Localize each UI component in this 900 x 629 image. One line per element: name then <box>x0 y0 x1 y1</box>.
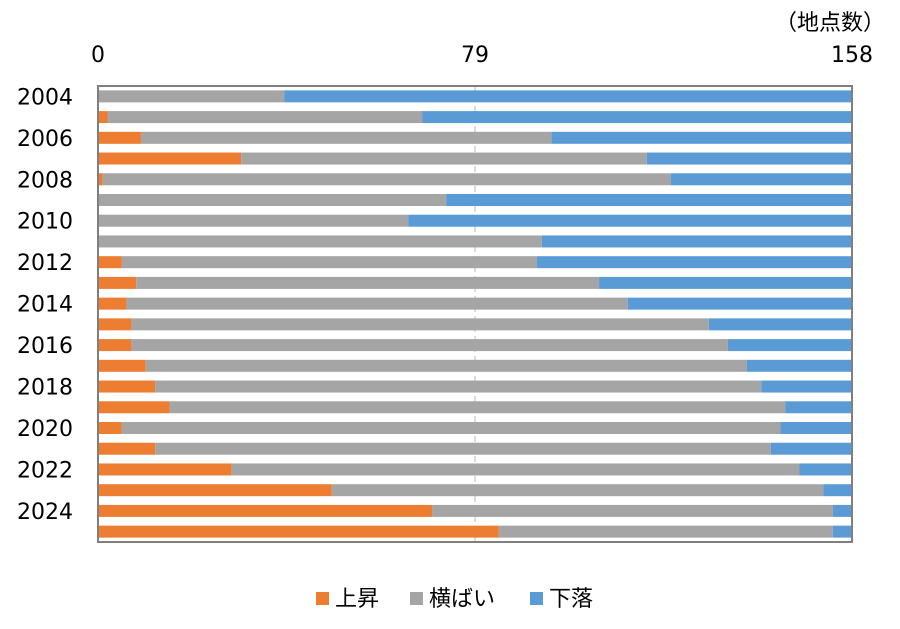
y-tick-label: 2018 <box>17 376 73 401</box>
bar-下落-2004 <box>284 90 853 103</box>
bar-下落-2015 <box>708 318 852 331</box>
y-tick-label: 2008 <box>17 168 73 193</box>
bar-上昇-2014 <box>98 297 127 310</box>
bar-上昇-2017 <box>98 359 146 372</box>
bar-下落-2017 <box>747 359 852 372</box>
y-tick-label: 2010 <box>17 210 73 235</box>
bar-横ばい-2019 <box>169 401 786 414</box>
unit-label: （地点数） <box>775 11 885 36</box>
bar-上昇-2012 <box>98 256 122 269</box>
legend-swatch-下落 <box>530 592 543 605</box>
bar-下落-2009 <box>446 194 852 206</box>
bar-上昇-2018 <box>98 380 156 393</box>
bar-下落-2016 <box>727 339 852 352</box>
bar-上昇-2025 <box>98 525 499 538</box>
y-tick-label: 2024 <box>17 500 73 525</box>
bar-下落-2025 <box>832 525 852 538</box>
legend-swatch-横ばい <box>410 592 423 605</box>
x-tick-label: 79 <box>461 43 489 68</box>
bar-下落-2021 <box>770 442 852 455</box>
bar-下落-2018 <box>761 380 852 393</box>
bar-上昇-2020 <box>98 422 122 434</box>
bar-下落-2022 <box>799 463 852 476</box>
bar-横ばい-2016 <box>131 339 728 352</box>
bar-横ばい-2005 <box>107 111 423 124</box>
bar-上昇-2024 <box>98 504 433 517</box>
bar-上昇-2016 <box>98 339 132 352</box>
y-tick-label: 2006 <box>17 127 73 152</box>
bar-横ばい-2015 <box>131 318 709 331</box>
y-tick-label: 2016 <box>17 334 73 359</box>
legend-swatch-上昇 <box>316 592 329 605</box>
bar-横ばい-2006 <box>140 131 552 144</box>
bar-横ばい-2007 <box>241 152 647 165</box>
bar-横ばい-2008 <box>102 173 671 186</box>
bar-横ばい-2013 <box>136 276 600 289</box>
bar-上昇-2013 <box>98 276 137 289</box>
bar-下落-2010 <box>408 214 852 227</box>
bar-横ばい-2020 <box>121 422 781 434</box>
bar-横ばい-2017 <box>145 359 748 372</box>
bar-下落-2008 <box>670 173 852 186</box>
bar-横ばい-2022 <box>231 463 800 476</box>
bar-上昇-2019 <box>98 401 170 414</box>
bar-上昇-2005 <box>98 111 108 124</box>
bar-横ばい-2012 <box>121 256 538 269</box>
bar-横ばい-2023 <box>331 484 824 497</box>
legend-label: 横ばい <box>429 587 495 612</box>
legend-label: 上昇 <box>335 587 379 612</box>
bar-横ばい-2021 <box>155 442 771 455</box>
plot-frame <box>97 85 853 543</box>
bar-下落-2012 <box>537 256 852 269</box>
y-tick-label: 2004 <box>17 85 73 110</box>
y-tick-label: 2012 <box>17 251 73 276</box>
bar-上昇-2023 <box>98 484 332 497</box>
y-tick-label: 2022 <box>17 458 73 483</box>
bar-下落-2014 <box>627 297 852 310</box>
x-tick-label: 158 <box>831 43 873 68</box>
bar-横ばい-2025 <box>498 525 833 538</box>
bar-横ばい-2018 <box>155 380 762 393</box>
bar-下落-2019 <box>785 401 852 414</box>
x-tick-label: 0 <box>91 43 105 68</box>
bar-下落-2024 <box>832 504 852 517</box>
bar-上昇-2022 <box>98 463 232 476</box>
bar-上昇-2021 <box>98 442 156 455</box>
bar-上昇-2008 <box>98 173 103 186</box>
bar-下落-2023 <box>823 484 852 497</box>
bar-横ばい-2009 <box>98 194 447 206</box>
bar-横ばい-2010 <box>98 214 409 227</box>
legend-label: 下落 <box>549 587 593 612</box>
bar-上昇-2006 <box>98 131 141 144</box>
bar-下落-2011 <box>541 235 852 248</box>
y-tick-label: 2014 <box>17 293 73 318</box>
bar-上昇-2015 <box>98 318 132 331</box>
bar-下落-2020 <box>780 422 852 434</box>
bar-下落-2006 <box>551 131 852 144</box>
bar-横ばい-2014 <box>126 297 628 310</box>
bar-下落-2013 <box>599 276 852 289</box>
bar-下落-2005 <box>422 111 852 124</box>
bar-下落-2007 <box>646 152 852 165</box>
y-tick-label: 2020 <box>17 417 73 442</box>
bar-横ばい-2011 <box>98 235 542 248</box>
bar-上昇-2007 <box>98 152 242 165</box>
bar-横ばい-2004 <box>98 90 285 103</box>
bar-横ばい-2024 <box>432 504 833 517</box>
